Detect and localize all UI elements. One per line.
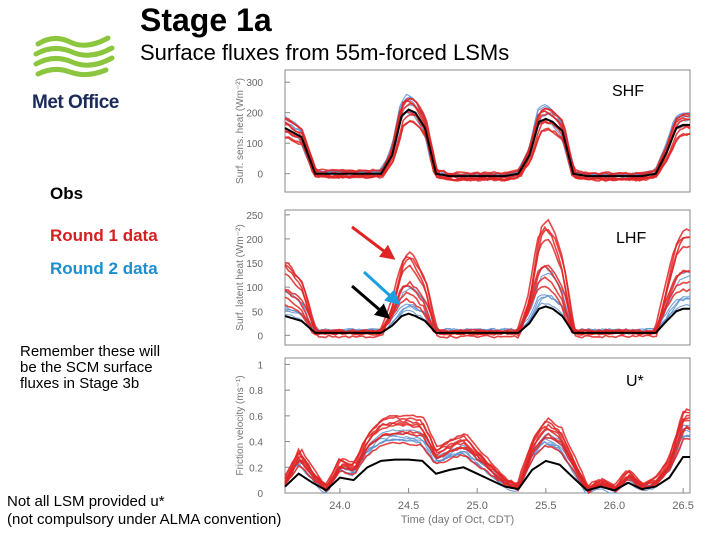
x-tick-label: 25.0 [466,500,487,512]
y-tick-label: 150 [246,259,263,270]
x-tick-label: 26.0 [604,500,625,512]
model-line [284,294,691,334]
logo-text: Met Office [32,92,119,113]
y-tick-label: 100 [246,283,263,294]
model-line [284,416,691,487]
y-axis-label: Surf. sens. heat (Wm⁻²) [235,78,246,184]
note-line: fluxes in Stage 3b [20,375,140,392]
y-axis-label: Friction velocity (ms⁻¹) [235,375,246,475]
note-line: Remember these will [20,343,161,360]
model-line [284,110,691,177]
model-line [284,238,691,337]
model-line [284,264,691,333]
model-line [284,419,691,494]
y-tick-label: 100 [246,139,263,150]
model-line [284,285,691,336]
y-axis-label: Surf. latent heat (Wm⁻²) [235,224,246,330]
model-line [284,218,691,340]
x-tick-label: 24.5 [398,500,419,512]
model-line [284,104,691,177]
model-line [284,93,691,176]
x-axis-label: Time (day of Oct, CDT) [401,514,514,526]
y-tick-label: 250 [246,211,263,222]
model-line [284,96,691,177]
y-tick-label: 200 [246,109,263,120]
footnote-line: Not all LSM provided u* [7,493,165,510]
obs-line [284,305,690,334]
model-line [284,110,691,182]
x-tick-label: 24.0 [329,500,350,512]
model-line [284,276,691,335]
y-tick-label: 0 [257,489,263,500]
model-line [284,102,691,182]
model-line [284,99,691,182]
model-line [284,99,691,177]
y-tick-label: 0 [257,170,263,181]
legend-round1: Round 1 data [50,226,158,245]
obs-arrow-icon [351,284,391,319]
model-line [284,97,691,176]
annotation-arrows [351,225,401,319]
model-line [284,265,691,334]
legend-round2: Round 2 data [50,259,158,278]
footnote-line: (not compulsory under ALMA convention) [7,511,282,528]
model-line [284,408,691,489]
panel-label: LHF [616,230,646,247]
model-line [284,120,691,180]
model-line [284,113,691,178]
met-office-logo [33,35,115,78]
panel-label: SHF [612,83,644,100]
panel-label: U* [626,373,644,390]
note-text: Remember these will be the SCM surface f… [20,344,215,392]
y-tick-label: 50 [252,307,264,318]
y-tick-label: 0.4 [249,438,263,449]
note-line: be the SCM surface [20,359,153,376]
slide-title: Stage 1a [140,2,272,38]
y-tick-label: 0 [257,331,263,342]
model-line [284,265,691,336]
model-line [284,295,691,335]
round2-arrow-icon [362,270,401,306]
x-tick-label: 26.5 [672,500,693,512]
y-tick-label: 0.6 [249,412,263,423]
y-tick-label: 1 [257,360,263,371]
logo-swoosh-icon [33,35,115,78]
slide-subtitle: Surface fluxes from 55m-forced LSMs [140,40,510,65]
obs-line [284,456,690,492]
x-tick-label: 25.5 [535,500,556,512]
model-line [284,414,691,495]
y-tick-label: 0.8 [249,386,263,397]
y-tick-label: 0.2 [249,463,263,474]
obs-line [284,108,690,178]
model-line [284,272,691,332]
round1-arrow-icon [351,225,396,260]
legend-obs: Obs [50,184,84,203]
plot-frame [284,209,691,346]
y-tick-label: 200 [246,235,263,246]
y-tick-label: 300 [246,78,263,89]
model-line [284,111,690,180]
model-line [284,294,691,332]
model-line [284,97,691,175]
footnote-text: Not all LSM provided u* (not compulsory … [7,493,281,529]
ustar-panel: 0 0.2 0.4 0.6 0.8 1 Friction velocity (ms⁻¹) U*… [235,357,694,526]
